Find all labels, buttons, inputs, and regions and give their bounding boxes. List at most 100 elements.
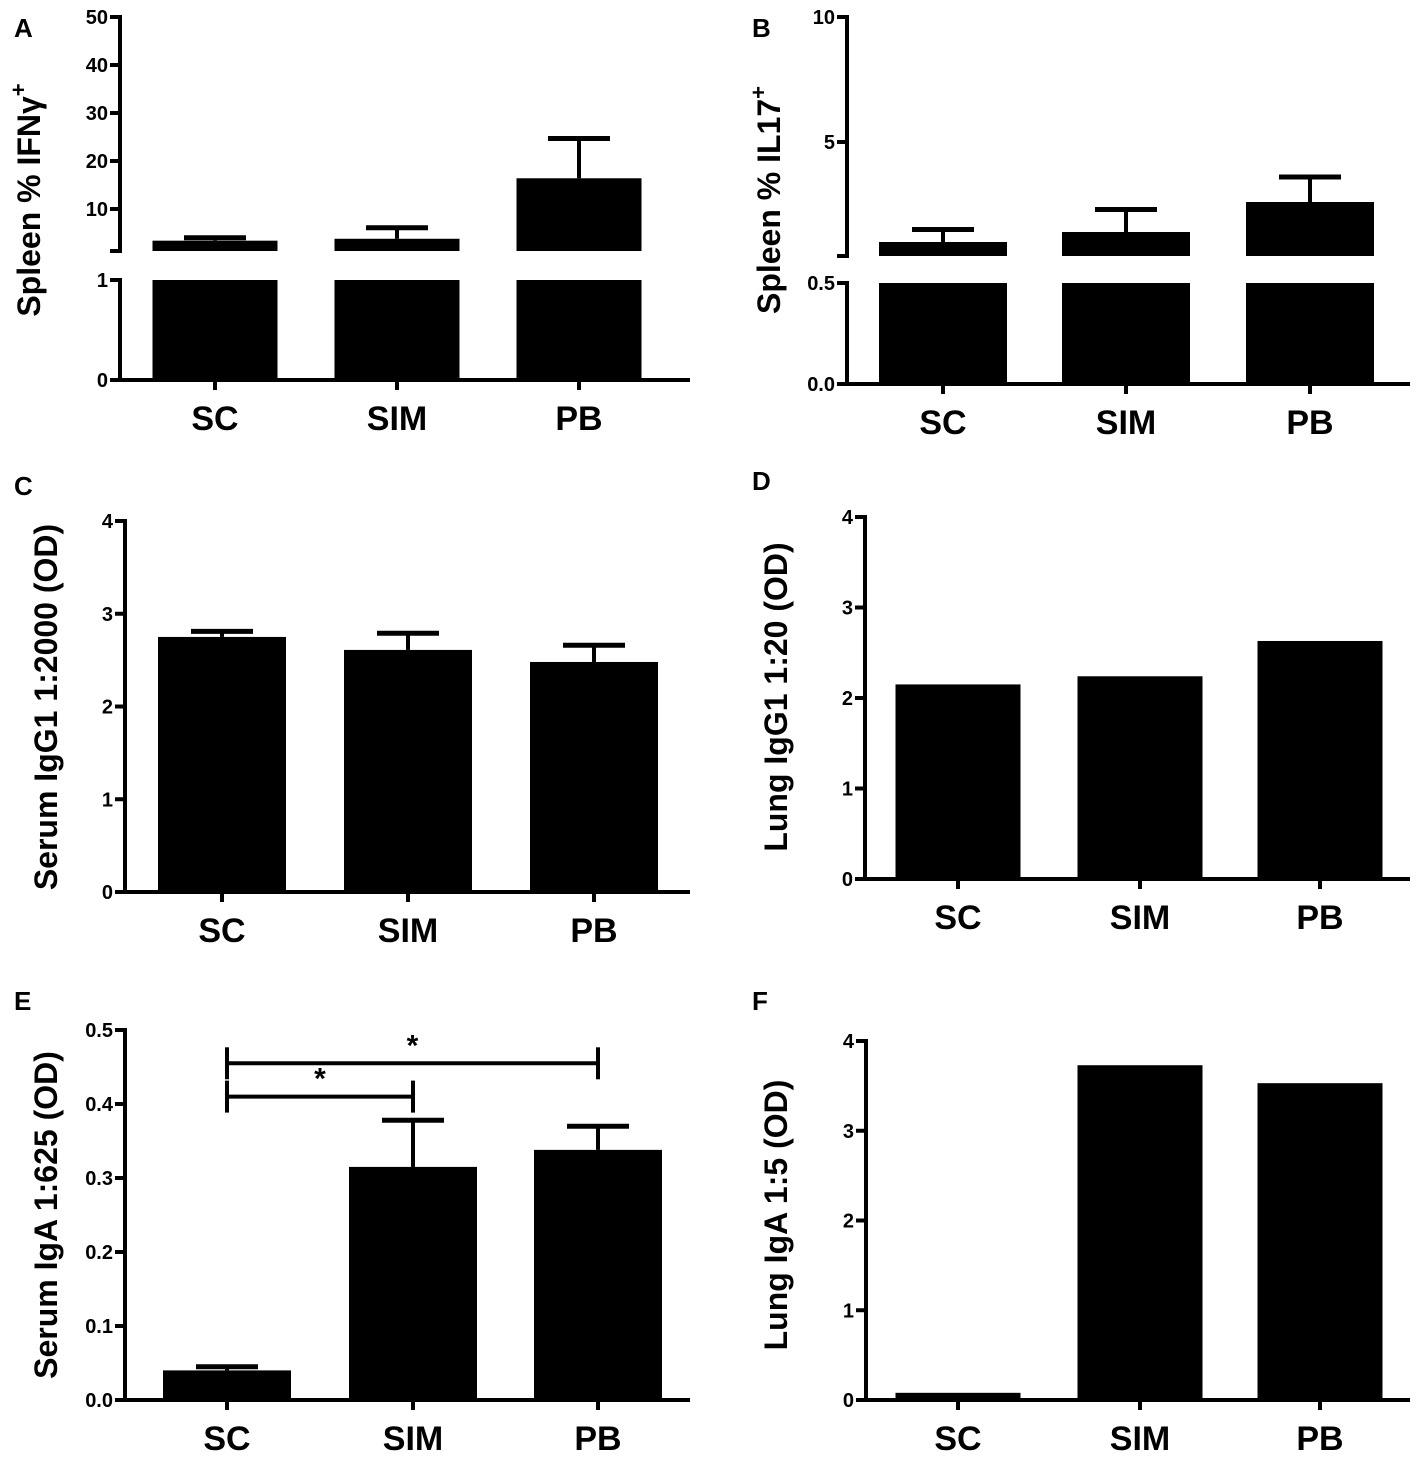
panel-letter: C — [14, 471, 33, 501]
bar-lower-sim — [334, 280, 460, 380]
bar-sc — [163, 1370, 291, 1400]
y-tick-label: 4 — [102, 511, 114, 533]
y-tick-label: 0.2 — [85, 1242, 113, 1264]
y-tick-label: 0.3 — [85, 1168, 113, 1190]
bar-pb — [534, 1149, 662, 1400]
y-tick-label: 0.1 — [85, 1316, 113, 1338]
x-tick-label: SIM — [378, 912, 438, 950]
y-axis-label-superscript: + — [6, 83, 31, 96]
y-tick-label: 1 — [102, 789, 113, 811]
x-tick-label: PB — [1286, 404, 1333, 442]
x-tick-label: PB — [574, 1420, 621, 1458]
panel-letter: B — [752, 13, 771, 43]
y-tick-label: 1 — [97, 270, 108, 292]
x-tick-label: PB — [555, 400, 602, 438]
bar-lower-pb — [516, 280, 642, 380]
y-tick-label: 0 — [843, 1390, 854, 1412]
y-tick-label: 3 — [102, 604, 113, 626]
y-tick-label: 10 — [86, 199, 108, 221]
panel-letter: E — [14, 986, 31, 1016]
y-tick-label: 50 — [86, 7, 108, 29]
y-tick-label: 3 — [842, 598, 853, 620]
bar-pb — [1257, 640, 1383, 879]
bar-sim — [349, 1166, 477, 1400]
y-tick-label: 0 — [842, 869, 853, 891]
bar-upper-sim — [334, 238, 460, 251]
panel-letter: F — [752, 986, 768, 1016]
bar-lower-sc — [152, 280, 278, 380]
y-axis-label-text: Lung IgA 1:5 (OD) — [758, 1080, 794, 1351]
bar-upper-sim — [1062, 232, 1190, 256]
y-tick-label: 2 — [102, 697, 113, 719]
x-tick-label: PB — [1296, 899, 1343, 937]
bar-pb — [530, 661, 658, 892]
y-axis-label: Spleen % IFNγ+ — [6, 83, 47, 316]
x-tick-label: SC — [934, 899, 981, 937]
y-tick-label: 4 — [843, 1031, 855, 1053]
y-tick-label: 0 — [102, 882, 113, 904]
x-tick-label: SC — [191, 400, 238, 438]
y-tick-label: 40 — [86, 55, 108, 77]
x-tick-label: SIM — [1096, 404, 1156, 442]
y-tick-label: 30 — [86, 103, 108, 125]
y-tick-label: 4 — [842, 507, 854, 529]
bar-pb — [1257, 1083, 1383, 1400]
panel-e: E Serum IgA 1:625 (OD) 0.0 0.1 0.2 0.3 0.4 0.5 S… — [14, 986, 690, 1458]
y-axis-label-text: Lung IgG1 1:20 (OD) — [758, 542, 794, 851]
y-tick-label: 0.5 — [85, 1020, 113, 1042]
y-tick-label: 0.0 — [85, 1390, 113, 1412]
y-axis-label: Spleen % IL17+ — [746, 86, 787, 314]
significance-label: * — [407, 1029, 419, 1062]
y-axis-label-superscript: + — [746, 86, 771, 99]
y-tick-label: 1 — [843, 1300, 854, 1322]
y-tick-label: 20 — [86, 151, 108, 173]
bar-upper-pb — [516, 178, 642, 251]
bar-upper-pb — [1246, 202, 1374, 256]
y-tick-label: 3 — [843, 1121, 854, 1143]
bar-sc — [895, 1392, 1021, 1400]
y-tick-label: 0 — [97, 370, 108, 392]
x-tick-label: SC — [198, 912, 245, 950]
x-tick-label: PB — [570, 912, 617, 950]
y-axis-label-text: Serum IgA 1:625 (OD) — [28, 1051, 64, 1379]
bar-sim — [1077, 676, 1203, 879]
bar-lower-sim — [1062, 283, 1190, 384]
bar-sc — [895, 684, 1021, 879]
y-axis-label-text: Spleen % IL17 — [751, 99, 787, 314]
bar-upper-sc — [152, 240, 278, 251]
y-tick-label: 2 — [842, 688, 853, 710]
panel-d: D Lung IgG1 1:20 (OD) 0 1 2 3 4 SC SIM PB — [752, 466, 1410, 937]
bar-sim — [1077, 1065, 1203, 1400]
bar-sc — [158, 636, 286, 892]
y-axis-label: Serum IgA 1:625 (OD) — [28, 1051, 64, 1379]
y-tick-label: 0.0 — [807, 374, 835, 396]
x-tick-label: SC — [934, 1420, 981, 1458]
y-axis-label-text: Serum IgG1 1:2000 (OD) — [28, 524, 64, 890]
x-tick-label: SIM — [367, 400, 427, 438]
bar-lower-pb — [1246, 283, 1374, 384]
y-tick-label: 10 — [813, 7, 835, 29]
x-tick-label: SC — [919, 404, 966, 442]
y-axis-label-text: Spleen % IFNγ — [11, 96, 47, 317]
y-tick-label: 2 — [843, 1211, 854, 1233]
y-tick-label: 1 — [842, 779, 853, 801]
y-axis-label: Lung IgG1 1:20 (OD) — [758, 542, 794, 851]
y-axis-label: Lung IgA 1:5 (OD) — [758, 1080, 794, 1351]
panel-letter: D — [752, 466, 771, 496]
y-tick-label: 0.5 — [807, 273, 835, 295]
significance-label: * — [314, 1063, 326, 1096]
y-tick-label: 0.4 — [85, 1094, 114, 1116]
x-tick-label: PB — [1296, 1420, 1343, 1458]
y-tick-label: 5 — [824, 132, 835, 154]
panel-letter: A — [14, 13, 33, 43]
x-tick-label: SIM — [1110, 1420, 1170, 1458]
y-axis-label: Serum IgG1 1:2000 (OD) — [28, 524, 64, 890]
x-tick-label: SC — [203, 1420, 250, 1458]
x-tick-label: SIM — [383, 1420, 443, 1458]
bar-upper-sc — [879, 242, 1007, 256]
panel-c: C Serum IgG1 1:2000 (OD) 0 1 2 3 4 SC SIM PB — [14, 471, 690, 950]
bar-sim — [344, 649, 472, 892]
